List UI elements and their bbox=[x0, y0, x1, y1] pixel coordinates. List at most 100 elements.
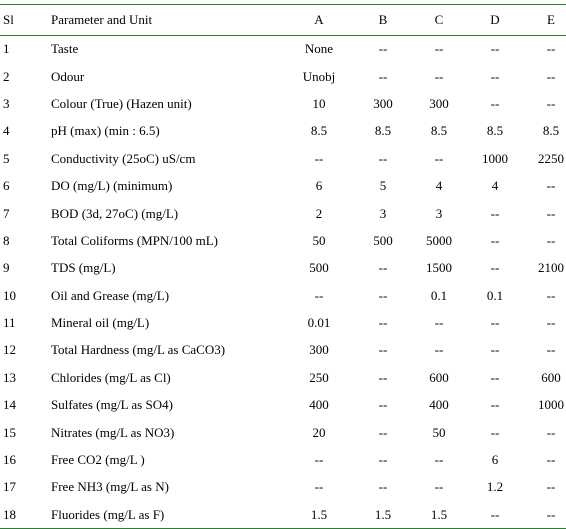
cell-col-e: -- bbox=[546, 232, 556, 248]
cell-col-c: 300 bbox=[429, 95, 449, 111]
table-row: 2 Odour Unobj -- -- -- -- bbox=[0, 63, 566, 90]
water-quality-table: Sl Parameter and Unit A B C D E 1 Taste No… bbox=[0, 4, 566, 529]
cell-col-d: -- bbox=[490, 397, 500, 413]
cell-col-c: -- bbox=[434, 479, 444, 495]
cell-col-c: 50 bbox=[432, 424, 446, 440]
cell-col-a: 1.5 bbox=[283, 501, 355, 529]
table-row: 4 pH (max) (min : 6.5) 8.5 8.5 8.5 8.5 8.5 bbox=[0, 118, 566, 145]
table-row: 12 Total Hardness (mg/L as CaCO3) 300 -- -- -… bbox=[0, 337, 566, 364]
cell-col-b: -- bbox=[378, 424, 388, 440]
cell-col-b: -- bbox=[378, 397, 388, 413]
cell-col-d: -- bbox=[490, 369, 500, 385]
cell-col-d: -- bbox=[490, 315, 500, 331]
header-sl: Sl bbox=[0, 4, 51, 36]
cell-sl: 5 bbox=[3, 150, 10, 166]
cell-col-b: -- bbox=[378, 315, 388, 331]
cell-parameter: Conductivity (25oC) uS/cm bbox=[51, 150, 196, 166]
header-col-c: C bbox=[411, 4, 467, 36]
cell-col-a: -- bbox=[314, 452, 324, 468]
cell-col-e: -- bbox=[546, 452, 556, 468]
cell-sl: 2 bbox=[3, 68, 10, 84]
cell-sl: 3 bbox=[3, 95, 10, 111]
cell-parameter: Taste bbox=[51, 41, 79, 57]
cell-col-d: 8.5 bbox=[486, 123, 504, 139]
cell-col-c: -- bbox=[434, 342, 444, 358]
cell-col-a: -- bbox=[314, 287, 324, 303]
cell-col-b: -- bbox=[378, 452, 388, 468]
cell-col-b: 3 bbox=[379, 205, 387, 221]
cell-parameter: Total Coliforms (MPN/100 mL) bbox=[51, 232, 219, 248]
cell-sl: 17 bbox=[3, 479, 16, 495]
header-col-b: B bbox=[355, 4, 411, 36]
cell-parameter: Colour (True) (Hazen unit) bbox=[51, 95, 192, 111]
cell-col-c: 1500 bbox=[426, 260, 452, 276]
table-row: 17 Free NH3 (mg/L as N) -- -- -- 1.2 -- bbox=[0, 474, 566, 501]
cell-col-e: -- bbox=[546, 287, 556, 303]
cell-col-b: -- bbox=[378, 479, 388, 495]
table-row: 15 Nitrates (mg/L as NO3) 20 -- 50 -- -- bbox=[0, 419, 566, 446]
cell-col-a: 0.01 bbox=[307, 315, 331, 331]
cell-col-e: -- bbox=[546, 315, 556, 331]
header-parameter: Parameter and Unit bbox=[51, 4, 283, 36]
cell-col-c: 400 bbox=[429, 397, 449, 413]
cell-col-e: -- bbox=[546, 424, 556, 440]
cell-parameter: Mineral oil (mg/L) bbox=[51, 315, 150, 331]
cell-col-d: 0.1 bbox=[486, 287, 504, 303]
table-row: 11 Mineral oil (mg/L) 0.01 -- -- -- -- bbox=[0, 309, 566, 336]
cell-col-a: 8.5 bbox=[310, 123, 328, 139]
cell-parameter: Free CO2 (mg/L ) bbox=[51, 452, 145, 468]
cell-sl: 11 bbox=[3, 315, 16, 331]
cell-col-a: 6 bbox=[315, 178, 323, 194]
cell-col-b: -- bbox=[378, 260, 388, 276]
cell-col-c: -- bbox=[434, 150, 444, 166]
table-row: 7 BOD (3d, 27oC) (mg/L) 2 3 3 -- -- bbox=[0, 200, 566, 227]
table-row: 8 Total Coliforms (MPN/100 mL) 50 500 5000 --… bbox=[0, 227, 566, 254]
cell-col-b: -- bbox=[378, 342, 388, 358]
table-header: Sl Parameter and Unit A B C D E bbox=[0, 4, 566, 36]
cell-parameter: Sulfates (mg/L as SO4) bbox=[51, 397, 173, 413]
table-row: 16 Free CO2 (mg/L ) -- -- -- 6 -- bbox=[0, 446, 566, 473]
cell-col-c: 5000 bbox=[426, 232, 452, 248]
cell-col-d: -- bbox=[490, 68, 500, 84]
cell-sl: 1 bbox=[3, 41, 10, 57]
cell-col-a: 300 bbox=[309, 342, 329, 358]
cell-sl: 12 bbox=[3, 342, 16, 358]
cell-col-c: 4 bbox=[435, 178, 443, 194]
cell-col-d: -- bbox=[490, 260, 500, 276]
cell-col-c: -- bbox=[434, 68, 444, 84]
cell-parameter: DO (mg/L) (minimum) bbox=[51, 178, 173, 194]
cell-col-a: 250 bbox=[309, 369, 329, 385]
cell-col-c: 8.5 bbox=[430, 123, 448, 139]
cell-col-c: 3 bbox=[435, 205, 443, 221]
cell-sl: 7 bbox=[3, 205, 10, 221]
cell-col-d: -- bbox=[467, 501, 523, 529]
cell-sl: 16 bbox=[3, 452, 16, 468]
cell-col-d: -- bbox=[490, 41, 500, 57]
cell-col-d: 4 bbox=[491, 178, 499, 194]
table-body: 1 Taste None -- -- -- -- 2 Odour Unobj -- -- -- -- 3 Co… bbox=[0, 36, 566, 529]
cell-sl: 14 bbox=[3, 397, 16, 413]
table-row: 5 Conductivity (25oC) uS/cm -- -- -- 1000 2250 bbox=[0, 145, 566, 172]
cell-col-e: -- bbox=[546, 205, 556, 221]
cell-col-c: 0.1 bbox=[430, 287, 448, 303]
cell-parameter: Fluorides (mg/L as F) bbox=[51, 501, 283, 529]
table-row: 13 Chlorides (mg/L as Cl) 250 -- 600 -- 600 bbox=[0, 364, 566, 391]
cell-parameter: Chlorides (mg/L as Cl) bbox=[51, 369, 171, 385]
cell-col-d: -- bbox=[490, 232, 500, 248]
cell-col-a: 2 bbox=[315, 205, 323, 221]
cell-col-e: 2250 bbox=[538, 150, 564, 166]
cell-col-e: -- bbox=[523, 501, 566, 529]
cell-parameter: BOD (3d, 27oC) (mg/L) bbox=[51, 205, 179, 221]
header-col-e: E bbox=[523, 4, 566, 36]
cell-col-a: 400 bbox=[309, 397, 329, 413]
cell-col-d: -- bbox=[490, 424, 500, 440]
cell-col-b: -- bbox=[378, 68, 388, 84]
cell-sl: 18 bbox=[0, 501, 51, 529]
cell-col-e: 1000 bbox=[538, 397, 564, 413]
cell-col-e: -- bbox=[546, 95, 556, 111]
cell-col-e: -- bbox=[546, 41, 556, 57]
cell-col-e: -- bbox=[546, 479, 556, 495]
cell-col-b: -- bbox=[378, 41, 388, 57]
cell-sl: 15 bbox=[3, 424, 16, 440]
cell-col-c: -- bbox=[434, 41, 444, 57]
